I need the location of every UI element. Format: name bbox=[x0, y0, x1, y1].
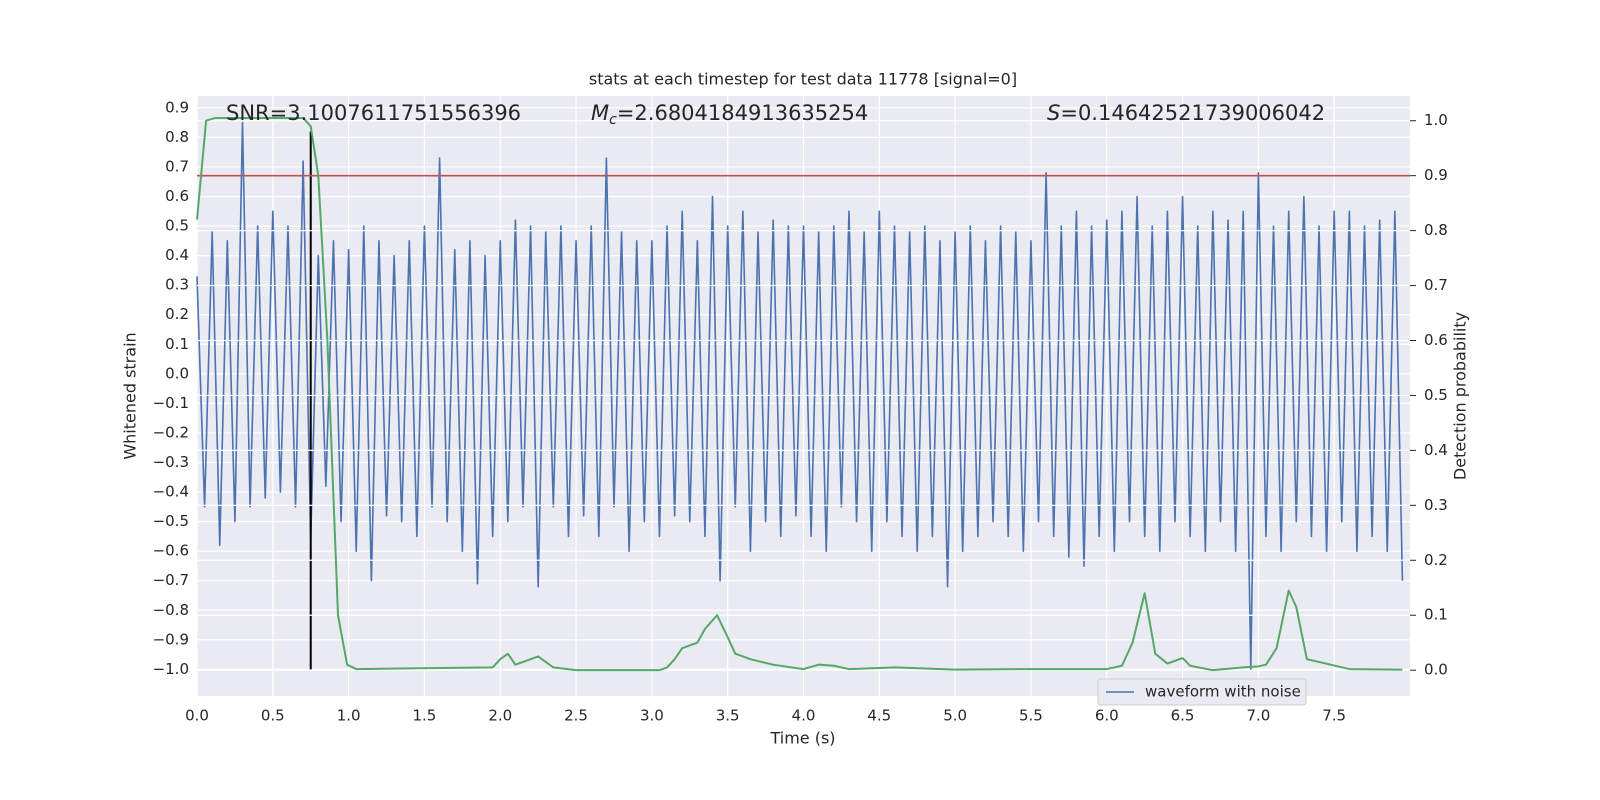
y2-tick-label: 0.7 bbox=[1424, 276, 1448, 294]
y2-tick-label: 1.0 bbox=[1424, 111, 1448, 129]
annotation: SNR=3.1007611751556396 bbox=[226, 101, 521, 125]
x-tick-label: 2.5 bbox=[564, 707, 588, 725]
x-tick-label: 1.5 bbox=[413, 707, 437, 725]
y-tick-label: 0.2 bbox=[165, 305, 189, 323]
y2-tick-label: 0.5 bbox=[1424, 386, 1448, 404]
annotation-symbol: M bbox=[591, 101, 609, 125]
y-tick-label: −0.8 bbox=[153, 601, 189, 619]
y-axis-label: Whitened strain bbox=[121, 332, 140, 459]
x-tick-label: 0.0 bbox=[185, 707, 209, 725]
annotation-text: SNR=3.1007611751556396 bbox=[226, 101, 521, 125]
x-axis-label: Time (s) bbox=[769, 729, 835, 748]
x-tick-label: 7.0 bbox=[1246, 707, 1270, 725]
y-tick-label: −0.1 bbox=[153, 394, 189, 412]
y2-tick-label: 0.9 bbox=[1424, 166, 1448, 184]
x-tick-label: 6.5 bbox=[1171, 707, 1195, 725]
series-line bbox=[196, 116, 1403, 672]
x-tick-label: 6.0 bbox=[1095, 707, 1119, 725]
y-tick-label: −0.4 bbox=[153, 483, 189, 501]
y2-tick-label: 0.0 bbox=[1424, 661, 1448, 679]
y-tick-label: 0.5 bbox=[165, 217, 189, 235]
legend-label: waveform with noise bbox=[1145, 683, 1301, 701]
y2-tick-label: 0.6 bbox=[1424, 331, 1448, 349]
annotation: Mc=2.6804184913635254 bbox=[591, 101, 868, 128]
y2-tick-label: 0.3 bbox=[1424, 496, 1448, 514]
x-tick-label: 5.0 bbox=[943, 707, 967, 725]
y-tick-label: −0.3 bbox=[153, 453, 189, 471]
y2-tick-label: 0.4 bbox=[1424, 441, 1448, 459]
y-tick-label: 0.6 bbox=[165, 187, 189, 205]
chart-title: stats at each timestep for test data 117… bbox=[589, 70, 1017, 89]
annotation: S=0.14642521739006042 bbox=[1047, 101, 1325, 125]
annotation-symbol: S bbox=[1047, 101, 1060, 125]
y-tick-label: −0.5 bbox=[153, 512, 189, 530]
annotation-text: =0.14642521739006042 bbox=[1060, 101, 1325, 125]
y2-axis-label: Detection probability bbox=[1451, 312, 1470, 480]
x-tick-label: 3.0 bbox=[640, 707, 664, 725]
y2-tick-label: 0.1 bbox=[1424, 606, 1448, 624]
y-tick-label: 0.7 bbox=[165, 157, 189, 175]
y-tick-label: −1.0 bbox=[153, 660, 189, 678]
y-tick-label: 0.0 bbox=[165, 364, 189, 382]
annotation-text: =2.6804184913635254 bbox=[617, 101, 868, 125]
x-tick-label: 4.5 bbox=[867, 707, 891, 725]
y-tick-label: −0.6 bbox=[153, 542, 189, 560]
y-tick-label: −0.7 bbox=[153, 571, 189, 589]
x-tick-label: 5.5 bbox=[1019, 707, 1043, 725]
x-tick-label: 3.5 bbox=[716, 707, 740, 725]
x-tick-label: 1.0 bbox=[337, 707, 361, 725]
y-tick-label: −0.2 bbox=[153, 423, 189, 441]
x-tick-label: 2.0 bbox=[488, 707, 512, 725]
x-tick-label: 4.0 bbox=[792, 707, 816, 725]
y-tick-label: 0.4 bbox=[165, 246, 189, 264]
y2-tick-label: 0.2 bbox=[1424, 551, 1448, 569]
x-tick-label: 0.5 bbox=[261, 707, 285, 725]
y-tick-label: 0.3 bbox=[165, 276, 189, 294]
series-line bbox=[196, 121, 1404, 671]
y-tick-label: 0.8 bbox=[165, 128, 189, 146]
annotation-subscript: c bbox=[609, 112, 617, 128]
legend-box bbox=[1097, 678, 1307, 706]
y2-tick-label: 0.8 bbox=[1424, 221, 1448, 239]
y-tick-label: 0.1 bbox=[165, 335, 189, 353]
x-tick-label: 7.5 bbox=[1322, 707, 1346, 725]
y-tick-label: 0.9 bbox=[165, 98, 189, 116]
y-tick-label: −0.9 bbox=[153, 630, 189, 648]
